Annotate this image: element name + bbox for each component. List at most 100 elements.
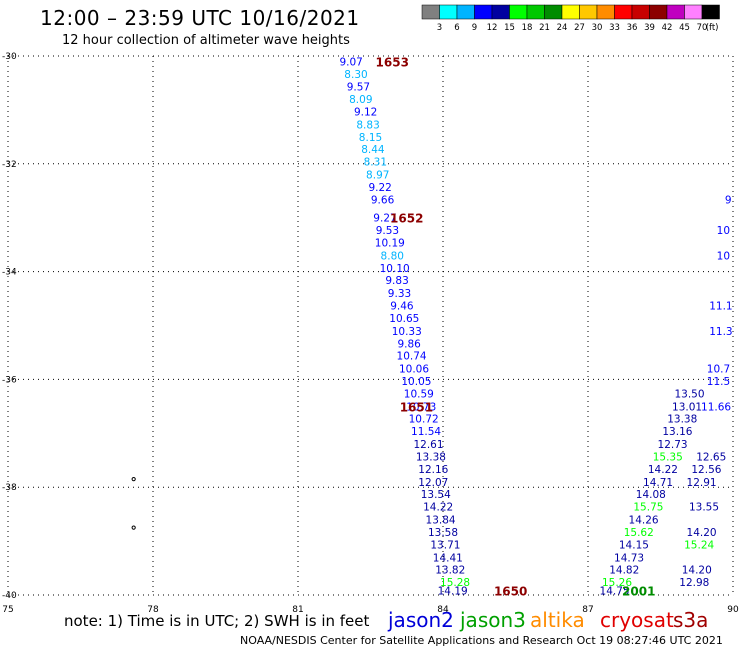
color-scale-label: 45: [679, 23, 690, 33]
wave-height-label: 12.98: [679, 577, 709, 589]
legend-s3a: s3a: [673, 608, 709, 632]
color-scale-label: 33: [609, 23, 620, 33]
x-tick-label: 78: [147, 605, 159, 615]
wave-height-label: 8.44: [361, 144, 385, 156]
color-swatch: [631, 4, 650, 20]
y-tick-label: -34: [2, 268, 17, 278]
wave-height-label: 12.07: [418, 477, 448, 489]
wave-height-label: 12.61: [413, 439, 443, 451]
wave-height-label: 11.54: [411, 426, 441, 438]
wave-height-label: 8.80: [381, 250, 404, 262]
wave-height-label: 9.66: [371, 194, 395, 206]
wave-height-label: 8.31: [364, 157, 387, 169]
color-swatch: [421, 4, 440, 20]
source-credit: NOAA/NESDIS Center for Satellite Applica…: [240, 634, 723, 647]
wave-height-label: 13.38: [416, 451, 446, 463]
island-marker: [131, 477, 136, 482]
wave-height-label: 8.15: [359, 132, 382, 144]
wave-height-label: 8.97: [366, 170, 389, 182]
time-label: 1653: [376, 55, 409, 69]
color-swatch: [649, 4, 668, 20]
color-scale-unit: (ft): [706, 23, 719, 33]
wave-height-label: 11.1: [709, 301, 732, 313]
color-scale-label: 27: [574, 23, 585, 33]
color-scale-label: 6: [454, 23, 459, 33]
time-label: 1651: [400, 400, 433, 414]
chart-subtitle: 12 hour collection of altimeter wave hei…: [62, 33, 350, 48]
color-swatch: [596, 4, 615, 20]
wave-height-label: 13.01: [672, 401, 702, 413]
wave-height-label: 11.3: [709, 326, 732, 338]
color-scale-label: 3: [437, 23, 442, 33]
wave-height-label: 14.15: [619, 539, 649, 551]
wave-height-label: 9.86: [397, 338, 421, 350]
color-scale-label: 15: [504, 23, 515, 33]
color-swatch: [614, 4, 633, 20]
wave-height-label: 15.24: [684, 539, 714, 551]
color-scale-label: 42: [662, 23, 673, 33]
color-scale-label: 36: [627, 23, 638, 33]
color-scale-label: 21: [539, 23, 550, 33]
color-scale-legend: 3 6 9 12 15 18 21 24 27 30 33 36 39 42 45 70(ft): [421, 4, 720, 33]
color-swatch: [526, 4, 545, 20]
wave-height-label: 13.54: [421, 489, 451, 501]
wave-height-label: 9.57: [347, 82, 370, 94]
wave-height-label: 13.55: [689, 502, 719, 514]
color-swatch: [509, 4, 528, 20]
wave-height-label: 13.38: [667, 414, 697, 426]
wave-height-labels: 9.078.309.578.099.128.838.158.448.318.97…: [131, 55, 733, 599]
legend-cryosat: cryosat: [600, 608, 674, 632]
units-note: note: 1) Time is in UTC; 2) SWH is in fe…: [64, 612, 370, 630]
wave-height-label: 10.33: [392, 326, 422, 338]
color-swatch: [439, 4, 458, 20]
wave-height-label: 10: [717, 250, 730, 262]
wave-height-label: 14.71: [643, 477, 673, 489]
wave-height-label: 14.08: [636, 489, 666, 501]
legend-jason3: jason3: [460, 608, 526, 632]
wave-height-label: 9: [725, 194, 732, 206]
y-tick-label: -30: [2, 52, 17, 62]
wave-height-label: 14.22: [648, 464, 678, 476]
wave-height-label: 14.26: [629, 515, 659, 527]
color-swatch: [474, 4, 493, 20]
y-tick-label: -32: [2, 160, 17, 170]
time-label: 2001: [622, 585, 655, 599]
island-marker: [131, 525, 136, 530]
wave-height-label: 13.50: [674, 388, 704, 400]
time-label: 1650: [494, 585, 527, 599]
wave-height-label: 10.7: [707, 364, 730, 376]
wave-height-label: 12.73: [658, 439, 688, 451]
wave-height-label: 9.22: [368, 182, 391, 194]
color-swatch: [544, 4, 563, 20]
wave-height-label: 15.75: [633, 502, 663, 514]
wave-height-label: 14.73: [614, 552, 644, 564]
wave-height-label: 15.62: [624, 527, 654, 539]
wave-height-label: 9.12: [354, 107, 377, 119]
wave-height-label: 11.5: [707, 376, 730, 388]
color-swatch: [666, 4, 685, 20]
wave-height-label: 9.53: [376, 225, 399, 237]
wave-height-label: 10.19: [375, 237, 405, 249]
wave-height-label: 14.20: [687, 527, 717, 539]
color-swatch: [579, 4, 598, 20]
wave-height-label: 14.41: [433, 552, 463, 564]
wave-height-label: 10.05: [401, 376, 431, 388]
wave-height-label: 10.59: [404, 388, 434, 400]
wave-height-label: 14.20: [682, 565, 712, 577]
y-tick-label: -38: [2, 483, 17, 493]
wave-height-label: 9.33: [388, 288, 411, 300]
wave-height-label: 12.91: [687, 477, 717, 489]
color-scale-label: 12: [487, 23, 498, 33]
wave-height-label: 9.83: [385, 275, 408, 287]
grid: [7, 55, 734, 596]
color-scale-label: 24: [557, 23, 568, 33]
color-swatch: [684, 4, 703, 20]
color-swatch: [561, 4, 580, 20]
wave-height-label: 14.75: [600, 586, 630, 598]
color-scale-label: 30: [592, 23, 603, 33]
wave-height-label: 13.58: [428, 527, 458, 539]
color-swatch: [456, 4, 475, 20]
axis-ticks: 75 78 81 84 87 90 -30 -32 -34 -36 -38 -40: [2, 52, 739, 615]
wave-height-label: 11.66: [701, 401, 731, 413]
